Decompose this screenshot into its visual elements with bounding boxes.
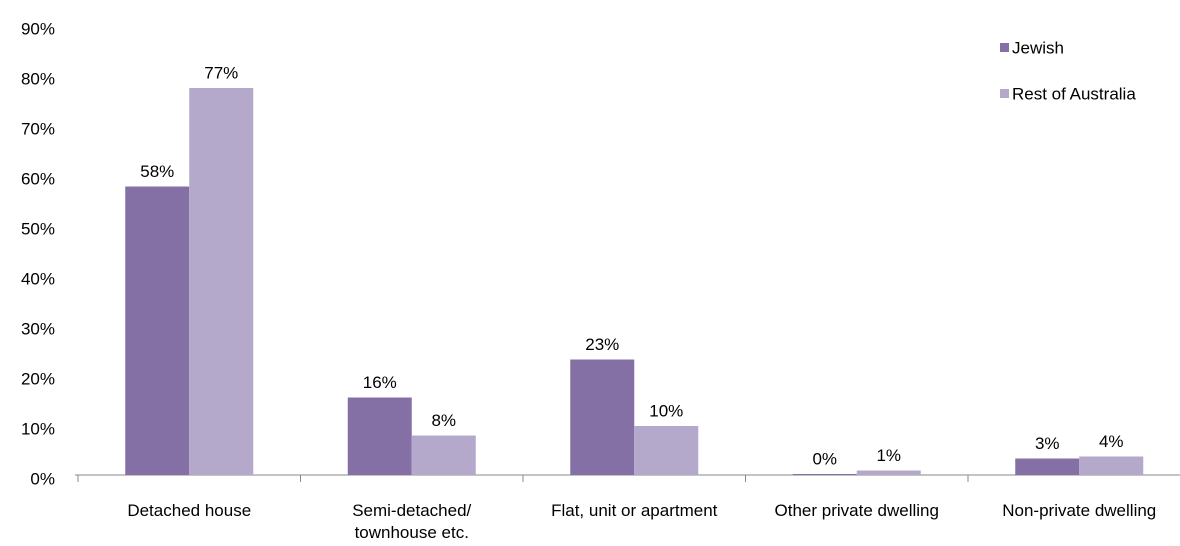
legend-label: Jewish <box>1012 38 1064 57</box>
data-label: 8% <box>431 411 456 430</box>
x-tick-label: Semi-detached/ townhouse etc. <box>352 501 472 542</box>
bar <box>1079 456 1144 475</box>
data-label: 58% <box>140 162 174 181</box>
data-label: 0% <box>812 449 837 468</box>
y-tick-label: 80% <box>21 69 55 88</box>
x-tick-label: Detached house <box>127 501 252 520</box>
legend-swatch <box>1000 43 1009 52</box>
bar <box>570 359 635 475</box>
bar <box>1015 458 1080 475</box>
y-tick-label: 30% <box>21 319 55 338</box>
y-tick-label: 10% <box>21 419 55 438</box>
bar <box>189 88 254 475</box>
legend-label: Rest of Australia <box>1012 84 1136 103</box>
data-label: 10% <box>649 401 683 420</box>
y-tick-label: 60% <box>21 169 55 188</box>
data-label: 4% <box>1099 432 1124 451</box>
x-tick-label: Other private dwelling <box>774 501 939 520</box>
bar <box>411 435 476 475</box>
data-label: 3% <box>1035 434 1060 453</box>
y-tick-label: 70% <box>21 119 55 138</box>
x-tick-label: Non-private dwelling <box>1002 501 1157 520</box>
legend-swatch <box>1000 89 1009 98</box>
y-tick-label: 40% <box>21 269 55 288</box>
data-label: 16% <box>363 373 397 392</box>
bar <box>792 474 857 475</box>
data-label: 77% <box>204 63 238 82</box>
bar <box>634 426 699 475</box>
data-label: 1% <box>876 446 901 465</box>
bar <box>125 186 190 475</box>
data-label: 23% <box>585 335 619 354</box>
y-tick-label: 50% <box>21 219 55 238</box>
x-tick-label: Flat, unit or apartment <box>551 501 718 520</box>
y-tick-label: 20% <box>21 369 55 388</box>
bar <box>347 397 412 475</box>
y-tick-label: 90% <box>21 19 55 38</box>
bar <box>856 470 921 475</box>
y-tick-label: 0% <box>30 469 55 488</box>
